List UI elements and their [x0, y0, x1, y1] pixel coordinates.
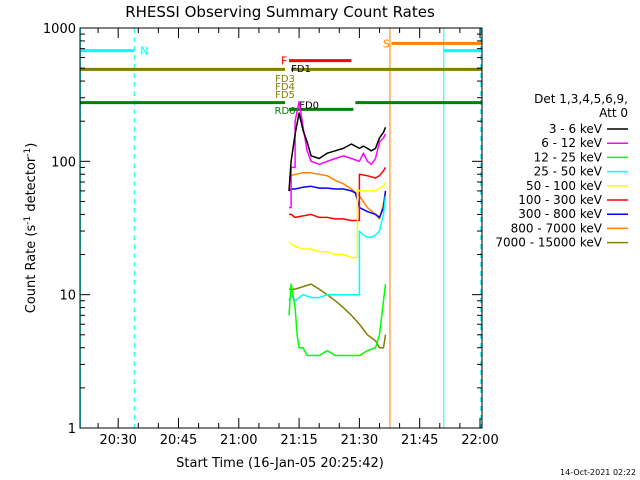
x-axis-label: Start Time (16-Jan-05 20:25:42) [176, 456, 384, 471]
legend-label-0: 3 - 6 keV [549, 122, 603, 136]
series-line-4 [288, 181, 387, 259]
series-line-5 [289, 167, 387, 222]
flag-label-f: F [281, 55, 287, 68]
flag-label-fd3: FD3 [275, 74, 295, 85]
axes-layer: 1 10 100 1000 20:30 20:45 21:00 21:15 21:30 21:45… [43, 22, 499, 448]
flag-label-fd0: FD0 [299, 101, 319, 112]
x-tick-label-3: 21:15 [280, 433, 317, 448]
legend-label-7: 800 - 7000 keV [511, 221, 603, 235]
legend-title-line1: Det 1,3,4,5,6,9, [534, 92, 628, 106]
flag-label-n: N [140, 45, 148, 58]
chart-title: RHESSI Observing Summary Count Rates [125, 3, 435, 21]
flag-label-fd5: FD5 [275, 90, 295, 101]
y-tick-label-0: 1 [68, 422, 76, 437]
y-label-sup2: -1 [23, 148, 33, 157]
x-tick-label-2: 21:00 [220, 433, 257, 448]
series-line-1 [289, 100, 387, 209]
y-axis-label: Count Rate (s-1 detector-1) [23, 143, 39, 314]
x-tick-label-4: 21:30 [341, 433, 378, 448]
x-tick-label-1: 20:45 [160, 433, 197, 448]
legend-label-1: 6 - 12 keV [541, 136, 603, 150]
legend-label-6: 300 - 800 keV [518, 207, 602, 221]
y-label-part3: ) [24, 143, 39, 148]
series-line-6 [288, 185, 387, 219]
x-tick-label-0: 20:30 [99, 433, 136, 448]
plot-frame [79, 27, 483, 429]
flag-label-rd6: RD6 [275, 106, 296, 117]
legend-label-2: 12 - 25 keV [534, 150, 603, 164]
timestamp: 14-Oct-2021 02:22 [560, 468, 636, 477]
flag-label-fd4: FD4 [275, 82, 295, 93]
flag-label-s: S [383, 37, 390, 50]
flag-label-fd1: FD1 [291, 64, 311, 75]
series-line-2 [288, 283, 387, 357]
legend-label-5: 100 - 300 keV [518, 193, 602, 207]
legend-title-line2: Att 0 [599, 106, 628, 120]
legend-label-3: 25 - 50 keV [534, 165, 603, 179]
series-line-3 [288, 195, 387, 302]
legend-label-4: 50 - 100 keV [526, 179, 603, 193]
x-tick-label-6: 22:00 [461, 433, 498, 448]
y-label-part1: Count Rate (s [24, 225, 39, 314]
y-tick-label-3: 1000 [43, 22, 76, 37]
y-label-part2: detector [24, 156, 39, 216]
legend-label-8: 7000 - 15000 keV [495, 236, 602, 250]
y-tick-label-1: 10 [59, 289, 76, 304]
series-line-0 [288, 112, 387, 191]
y-label-sup1: -1 [23, 216, 33, 225]
series-line-8 [289, 283, 387, 349]
y-tick-label-2: 100 [51, 155, 76, 170]
x-tick-label-5: 21:45 [401, 433, 438, 448]
